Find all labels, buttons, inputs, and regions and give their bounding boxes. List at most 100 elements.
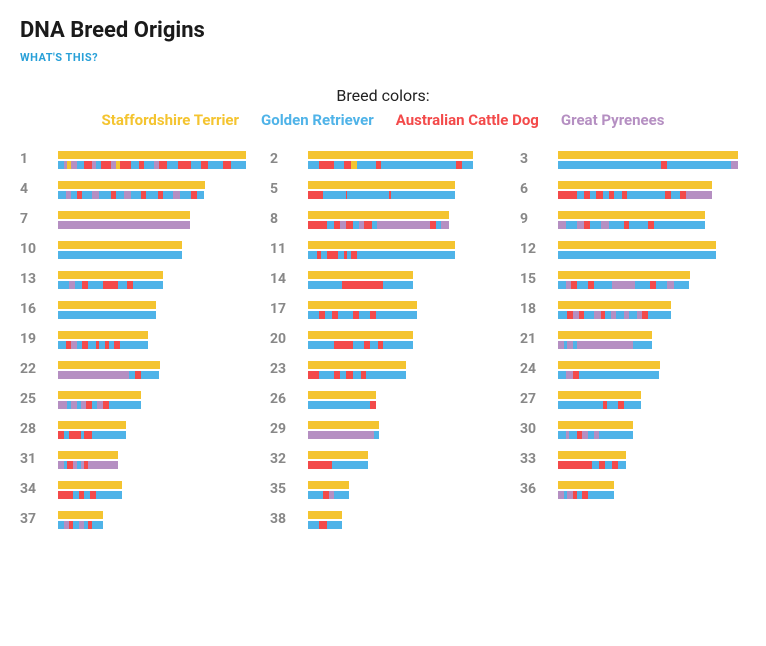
bar-segment	[671, 191, 680, 199]
bar-segment	[308, 211, 449, 219]
bar-segment	[308, 311, 319, 319]
chromosome-bar	[558, 431, 633, 439]
bar-segment	[308, 491, 323, 499]
chromosome-bar	[58, 161, 246, 169]
chromosome-bar	[558, 151, 738, 159]
chromosome-label: 18	[520, 301, 558, 317]
bar-segment	[323, 191, 346, 199]
chromosome-bar	[58, 241, 182, 249]
chromosome-bar	[308, 341, 413, 349]
bar-segment	[58, 391, 141, 399]
bar-segment	[599, 431, 633, 439]
bar-segment	[462, 161, 473, 169]
bar-segment	[58, 361, 160, 369]
chromosome-label: 11	[270, 241, 308, 257]
chromosome-bar	[558, 491, 614, 499]
bar-segment	[558, 151, 738, 159]
bar-segment	[558, 301, 671, 309]
bar-segment	[558, 451, 626, 459]
chromosome-bar	[558, 161, 738, 169]
bar-segment	[124, 191, 132, 199]
bar-segment	[579, 371, 660, 379]
chromosome-label: 38	[270, 511, 308, 527]
bar-segment	[558, 461, 592, 469]
chromosome-bar	[558, 301, 671, 309]
bar-segment	[558, 431, 566, 439]
chromosome-label: 30	[520, 421, 558, 437]
chromosome-bar	[558, 331, 652, 339]
chromosome-bar	[558, 361, 660, 369]
chromosome-bar	[58, 521, 103, 529]
bar-segment	[594, 311, 602, 319]
bar-segment	[558, 311, 567, 319]
legend-item: Staffordshire Terrier	[102, 111, 239, 129]
bar-segment	[58, 511, 103, 519]
bar-segment	[605, 461, 613, 469]
bar-segment	[308, 401, 370, 409]
bar-segment	[558, 271, 690, 279]
bar-segment	[344, 161, 352, 169]
bar-segment	[391, 191, 455, 199]
bar-segment	[558, 191, 577, 199]
chromosome-bar	[58, 211, 190, 219]
whats-this-link[interactable]: WHAT'S THIS?	[20, 51, 746, 64]
chromosome-label: 21	[520, 331, 558, 347]
bar-segment	[58, 181, 205, 189]
bar-segment	[58, 371, 129, 379]
legend-item: Golden Retriever	[261, 111, 374, 129]
bar-segment	[109, 401, 141, 409]
bar-segment	[201, 161, 209, 169]
bar-segment	[332, 461, 368, 469]
chromosome-bar	[58, 511, 103, 519]
bar-segment	[342, 281, 383, 289]
bar-segment	[88, 281, 103, 289]
chromosome-cell: 36	[520, 481, 746, 499]
chromosome-bar	[58, 401, 141, 409]
chromosome-label: 28	[20, 421, 58, 437]
bar-segment	[558, 221, 566, 229]
bar-segment	[566, 371, 574, 379]
chromosome-bar	[558, 451, 626, 459]
chromosome-label: 10	[20, 241, 58, 257]
bar-segment	[223, 161, 231, 169]
chromosome-bar	[308, 481, 349, 489]
chromosome-bar	[558, 191, 712, 199]
legend-item: Australian Cattle Dog	[396, 111, 539, 129]
bar-segment	[592, 461, 600, 469]
chromosome-bar	[308, 271, 413, 279]
bar-segment	[635, 281, 650, 289]
chromosome-label: 8	[270, 211, 308, 227]
chromosome-bar	[308, 311, 417, 319]
chromosome-cell: 12	[520, 241, 746, 259]
bar-segment	[558, 211, 705, 219]
chromosome-cell: 38	[270, 511, 496, 529]
chromosome-bar	[558, 221, 705, 229]
bar-segment	[353, 371, 361, 379]
bar-segment	[308, 151, 473, 159]
bar-segment	[588, 491, 614, 499]
chromosome-cell: 21	[520, 331, 746, 349]
chromosome-cell: 28	[20, 421, 246, 439]
chromosome-label: 5	[270, 181, 308, 197]
chromosome-bar	[308, 371, 406, 379]
chromosome-bar	[308, 221, 449, 229]
bar-segment	[558, 391, 641, 399]
chromosome-bar	[58, 281, 163, 289]
chromosome-label: 15	[520, 271, 558, 287]
chromosome-cell: 10	[20, 241, 246, 259]
bar-segment	[558, 161, 661, 169]
chromosome-bar	[308, 161, 473, 169]
bar-segment	[558, 251, 716, 259]
bar-segment	[629, 221, 648, 229]
chromosome-bar	[558, 181, 712, 189]
bar-segment	[616, 311, 624, 319]
bar-segment	[558, 371, 566, 379]
bar-segment	[656, 281, 667, 289]
chromosome-cell: 27	[520, 391, 746, 409]
bar-segment	[319, 161, 334, 169]
bar-segment	[141, 371, 160, 379]
bar-segment	[92, 521, 103, 529]
bar-segment	[58, 221, 190, 229]
chromosome-bar	[308, 421, 379, 429]
chromosome-label: 4	[20, 181, 58, 197]
